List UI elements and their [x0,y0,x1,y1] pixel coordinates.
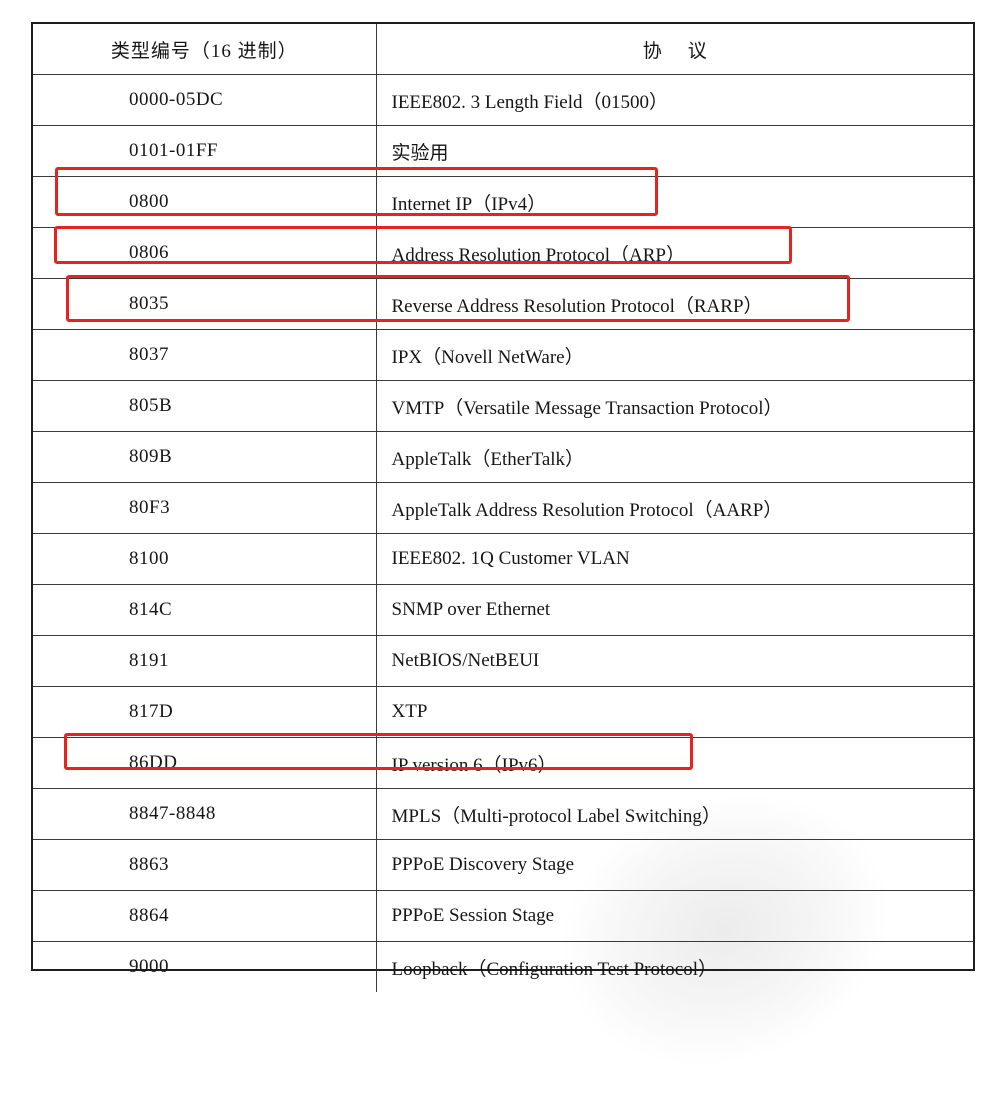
protocol-cell: PPPoE Session Stage [375,890,973,942]
protocol-cell: Reverse Address Resolution Protocol（RARP… [375,278,973,330]
table-row: 805B VMTP（Versatile Message Transaction … [33,380,973,432]
table-row: 8191 NetBIOS/NetBEUI [33,635,973,687]
protocol-cell: NetBIOS/NetBEUI [375,635,973,687]
type-code-cell: 0000-05DC [33,74,377,126]
type-code-cell: 8037 [33,329,377,381]
protocol-cell: VMTP（Versatile Message Transaction Proto… [375,380,973,432]
table-header-row: 类型编号（16 进制） 协议 [33,24,973,75]
type-code-cell: 805B [33,380,377,432]
table-row: 8035 Reverse Address Resolution Protocol… [33,278,973,330]
protocol-cell: IEEE802. 1Q Customer VLAN [375,533,973,585]
type-number-header: 类型编号（16 进制） [33,24,377,75]
protocol-cell: IPX（Novell NetWare） [375,329,973,381]
protocol-cell: SNMP over Ethernet [375,584,973,636]
ethertype-table: 类型编号（16 进制） 协议 0000-05DC IEEE802. 3 Leng… [31,22,975,992]
table-row: 80F3 AppleTalk Address Resolution Protoc… [33,482,973,534]
table-row: 809B AppleTalk（EtherTalk） [33,431,973,483]
table-row: 8100 IEEE802. 1Q Customer VLAN [33,533,973,585]
type-code-cell: 8847-8848 [33,788,377,840]
type-code-cell: 0806 [33,227,377,279]
type-code-cell: 814C [33,584,377,636]
protocol-cell: Loopback（Configuration Test Protocol） [375,941,973,992]
protocol-cell: 实验用 [375,125,973,177]
type-code-cell: 8035 [33,278,377,330]
protocol-cell: IP version 6（IPv6） [375,737,973,789]
type-code-cell: 8864 [33,890,377,942]
table-row: 8863 PPPoE Discovery Stage [33,839,973,891]
type-code-cell: 0101-01FF [33,125,377,177]
table-row: 814C SNMP over Ethernet [33,584,973,636]
protocol-cell: MPLS（Multi-protocol Label Switching） [375,788,973,840]
type-code-cell: 809B [33,431,377,483]
protocol-cell: Internet IP（IPv4） [375,176,973,228]
table-row: 0800 Internet IP（IPv4） [33,176,973,228]
type-code-cell: 8863 [33,839,377,891]
table-row: 9000 Loopback（Configuration Test Protoco… [33,941,973,992]
table-row: 0000-05DC IEEE802. 3 Length Field（01500） [33,74,973,126]
type-code-cell: 9000 [33,941,377,992]
table-row: 0101-01FF 实验用 [33,125,973,177]
ethertype-table-grid: 类型编号（16 进制） 协议 0000-05DC IEEE802. 3 Leng… [33,24,973,992]
type-code-cell: 86DD [33,737,377,789]
protocol-cell: PPPoE Discovery Stage [375,839,973,891]
type-code-cell: 80F3 [33,482,377,534]
table-row: 8864 PPPoE Session Stage [33,890,973,942]
protocol-cell: AppleTalk（EtherTalk） [375,431,973,483]
type-code-cell: 0800 [33,176,377,228]
protocol-cell: AppleTalk Address Resolution Protocol（AA… [375,482,973,534]
table-row: 8037 IPX（Novell NetWare） [33,329,973,381]
protocol-cell: Address Resolution Protocol（ARP） [375,227,973,279]
table-row: 0806 Address Resolution Protocol（ARP） [33,227,973,279]
table-row: 8847-8848 MPLS（Multi-protocol Label Swit… [33,788,973,840]
protocol-cell: IEEE802. 3 Length Field（01500） [375,74,973,126]
type-code-cell: 8100 [33,533,377,585]
table-row: 86DD IP version 6（IPv6） [33,737,973,789]
protocol-header: 协议 [375,24,973,75]
table-row: 817D XTP [33,686,973,738]
type-code-cell: 817D [33,686,377,738]
type-code-cell: 8191 [33,635,377,687]
protocol-cell: XTP [375,686,973,738]
